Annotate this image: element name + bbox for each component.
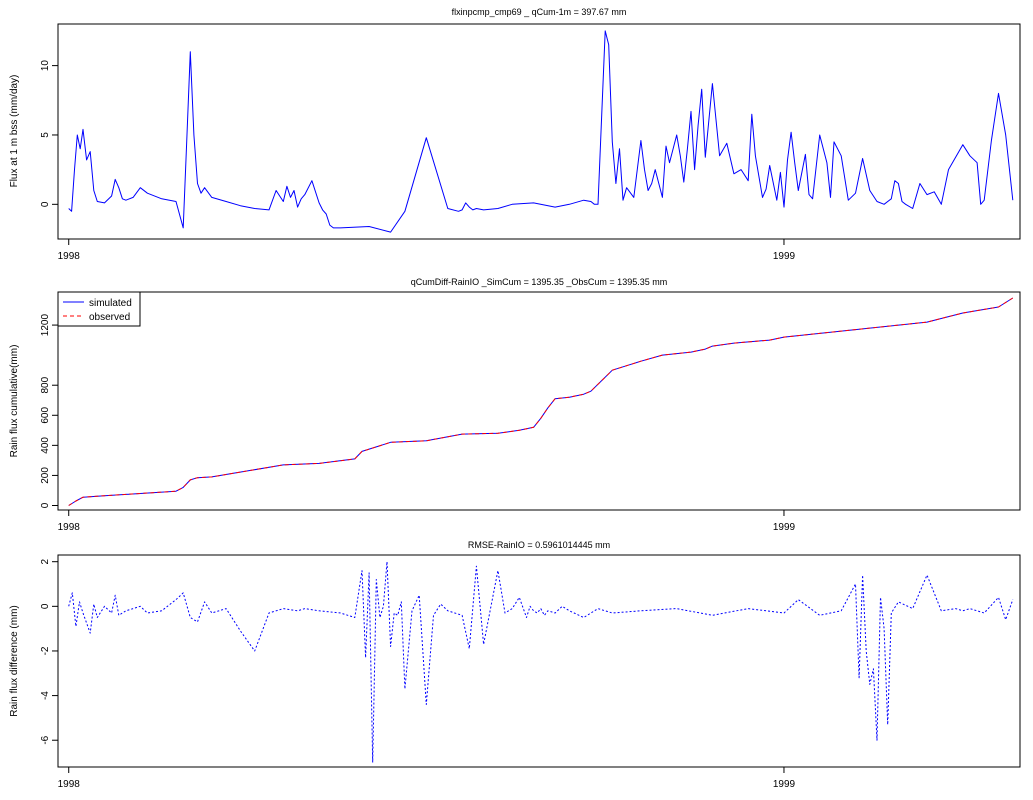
flux-series — [68, 30, 1014, 233]
cumulative-ylabel: Rain flux cumulative(mm) — [9, 345, 20, 458]
observed-series-line — [68, 297, 1014, 506]
y-tick-label: 0 — [40, 502, 51, 508]
y-tick-label: 5 — [40, 132, 51, 138]
difference-panel: RMSE-RainIO = 0.5961014445 mm Rain flux … — [9, 540, 1021, 790]
x-tick-label: 1998 — [58, 251, 81, 262]
difference-series — [68, 561, 1014, 763]
legend-simulated-label: simulated — [89, 298, 132, 309]
y-tick-label: 0 — [40, 603, 51, 609]
flux-title: flxinpcmp_cmp69 _ qCum-1m = 397.67 mm — [452, 7, 627, 17]
cumulative-series — [68, 297, 1014, 506]
y-tick-label: -6 — [40, 735, 51, 744]
flux-panel: flxinpcmp_cmp69 _ qCum-1m = 397.67 mm Fl… — [9, 7, 1021, 262]
difference-plot-frame — [57, 554, 1021, 768]
y-tick-label: 2 — [40, 558, 51, 564]
difference-axes: -6 -4 -2 0 2 1998 1999 — [40, 558, 796, 790]
x-tick-label: 1998 — [58, 779, 81, 790]
y-tick-label: 10 — [40, 60, 51, 72]
y-tick-label: 1200 — [40, 314, 51, 337]
flux-plot-frame — [57, 23, 1021, 240]
x-tick-label: 1999 — [773, 522, 796, 533]
y-tick-label: 600 — [40, 407, 51, 424]
x-tick-label: 1999 — [773, 779, 796, 790]
series-line — [68, 30, 1014, 233]
y-tick-label: 0 — [40, 201, 51, 207]
y-tick-label: 400 — [40, 437, 51, 454]
legend: simulated observed — [57, 291, 141, 327]
x-tick-label: 1998 — [58, 522, 81, 533]
y-tick-label: 800 — [40, 376, 51, 393]
x-tick-label: 1999 — [773, 251, 796, 262]
cumulative-title: qCumDiff-RainIO _SimCum = 1395.35 _ObsCu… — [411, 277, 667, 287]
legend-box — [57, 291, 141, 327]
series-line — [68, 561, 1014, 763]
difference-ylabel: Rain flux difference (mm) — [9, 605, 20, 717]
cumulative-panel: qCumDiff-RainIO _SimCum = 1395.35 _ObsCu… — [9, 277, 1021, 533]
flux-ylabel: Flux at 1 m bss (mm/day) — [9, 75, 20, 188]
flux-axes: 0 5 10 1998 1999 — [40, 60, 796, 262]
y-tick-label: -2 — [40, 646, 51, 655]
difference-title: RMSE-RainIO = 0.5961014445 mm — [468, 540, 610, 550]
y-tick-label: 200 — [40, 467, 51, 484]
y-tick-label: -4 — [40, 691, 51, 700]
cumulative-axes: 0 200 400 600 800 1200 1998 1999 — [40, 314, 796, 533]
legend-observed-label: observed — [89, 312, 130, 323]
cumulative-plot-frame — [57, 291, 1021, 511]
